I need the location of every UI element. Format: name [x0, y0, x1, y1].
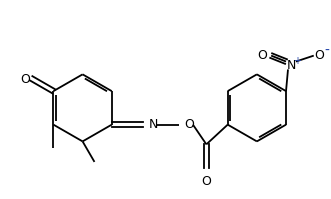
Text: O: O	[202, 175, 211, 188]
Text: N: N	[286, 59, 296, 72]
Text: N: N	[148, 118, 158, 131]
Text: +: +	[293, 56, 301, 65]
Text: O: O	[20, 73, 30, 86]
Text: O: O	[257, 49, 267, 62]
Text: -: -	[324, 44, 329, 58]
Text: O: O	[184, 118, 194, 131]
Text: O: O	[314, 49, 324, 62]
